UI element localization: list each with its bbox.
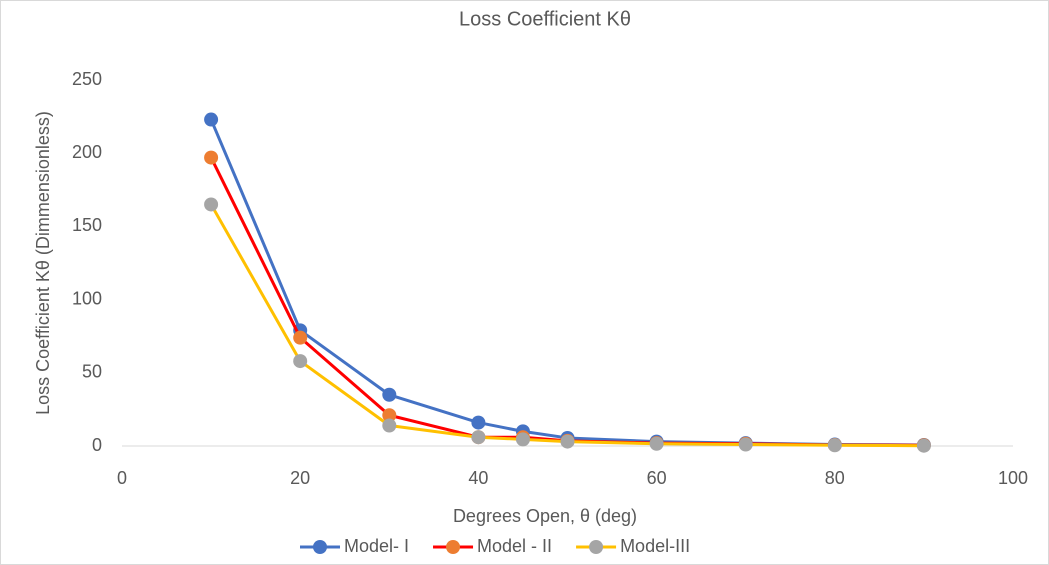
data-point (471, 415, 486, 430)
legend-label: Model - II (477, 536, 552, 556)
x-tick-label: 100 (998, 468, 1028, 488)
data-point (827, 438, 842, 453)
x-tick-label: 60 (647, 468, 667, 488)
data-point (560, 434, 575, 449)
data-point (204, 112, 219, 127)
y-tick-label: 100 (72, 288, 102, 308)
chart-title: Loss Coefficient Kθ (459, 8, 631, 30)
data-point (382, 418, 397, 433)
data-point (382, 408, 397, 423)
y-tick-label: 150 (72, 215, 102, 235)
legend-label: Model- I (344, 536, 409, 556)
data-point (293, 354, 308, 369)
x-axis-label: Degrees Open, θ (deg) (453, 506, 637, 526)
data-point (471, 430, 486, 445)
legend-marker (589, 540, 604, 554)
x-tick-label: 0 (117, 468, 127, 488)
legend-marker (446, 540, 461, 554)
data-point (738, 437, 753, 452)
data-point (204, 197, 219, 212)
y-tick-label: 200 (72, 142, 102, 162)
data-point (515, 432, 530, 447)
data-point (204, 150, 219, 165)
x-tick-label: 40 (468, 468, 488, 488)
y-tick-label: 0 (92, 435, 102, 455)
legend-marker (313, 540, 327, 554)
x-tick-label: 80 (825, 468, 845, 488)
y-axis-label: Loss Coefficient Kθ (Dimmensionless) (33, 111, 53, 415)
x-tick-label: 20 (290, 468, 310, 488)
y-tick-label: 250 (72, 69, 102, 89)
y-tick-label: 50 (82, 362, 102, 382)
data-point (293, 330, 308, 345)
data-point (649, 436, 664, 451)
data-point (916, 438, 931, 453)
series-line (209, 203, 924, 448)
legend-label: Model-III (620, 536, 690, 556)
data-point (382, 387, 397, 402)
